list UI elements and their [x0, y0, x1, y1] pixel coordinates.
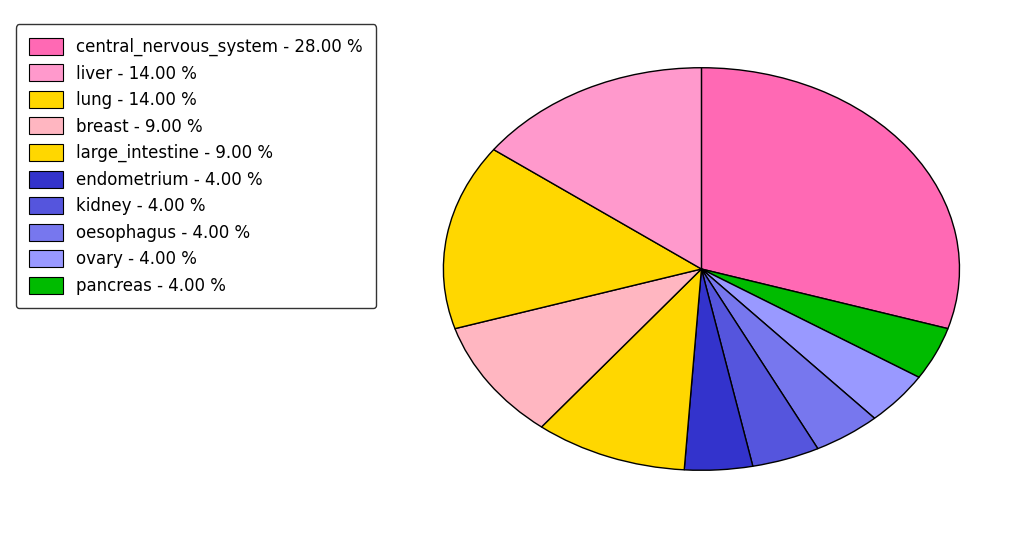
- Wedge shape: [701, 269, 874, 449]
- Wedge shape: [684, 269, 753, 470]
- Wedge shape: [455, 269, 701, 427]
- Wedge shape: [494, 68, 701, 269]
- Legend: central_nervous_system - 28.00 %, liver - 14.00 %, lung - 14.00 %, breast - 9.00: central_nervous_system - 28.00 %, liver …: [16, 24, 376, 308]
- Wedge shape: [542, 269, 701, 470]
- Wedge shape: [701, 68, 959, 329]
- Wedge shape: [701, 269, 948, 377]
- Wedge shape: [443, 150, 701, 329]
- Wedge shape: [701, 269, 919, 418]
- Wedge shape: [701, 269, 818, 466]
